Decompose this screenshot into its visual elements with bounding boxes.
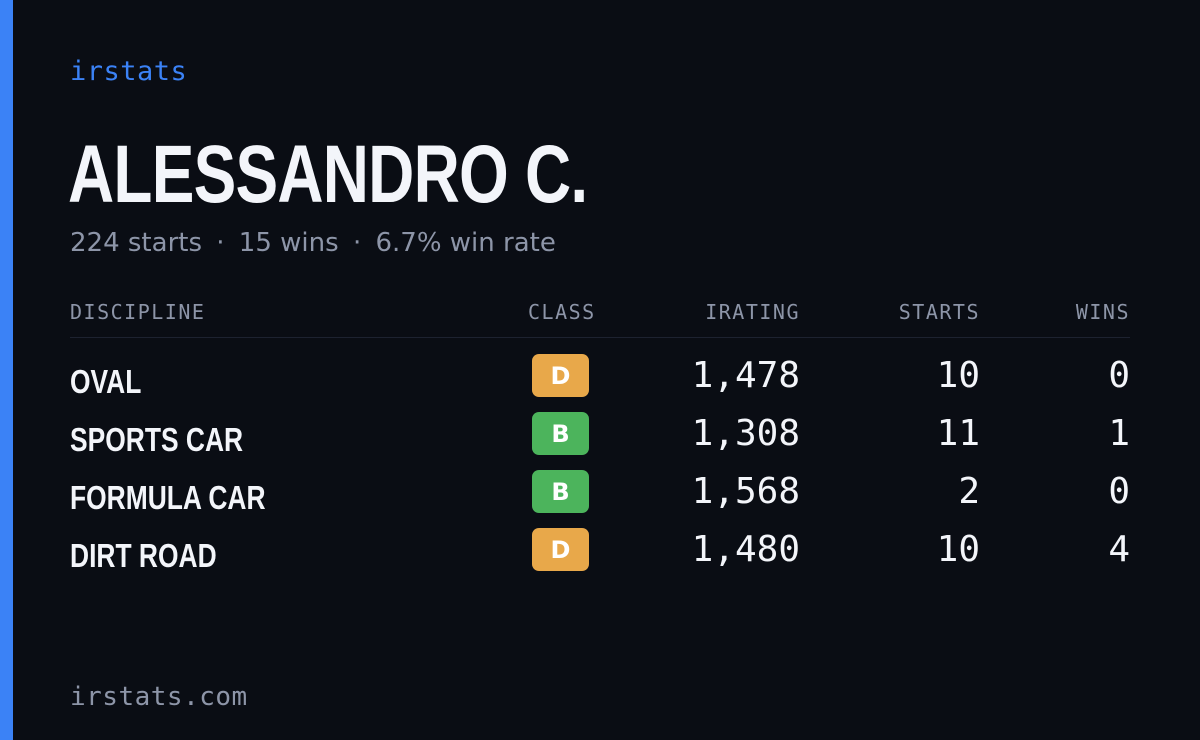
win-rate: 6.7% win rate xyxy=(375,228,556,258)
irating-value: 1,308 xyxy=(691,413,800,454)
accent-bar xyxy=(0,0,13,740)
discipline-name: FORMULA CAR xyxy=(70,479,266,516)
irating-value: 1,480 xyxy=(691,529,800,570)
starts-value: 10 xyxy=(936,355,980,396)
class-badge: B xyxy=(532,412,589,455)
starts-value: 11 xyxy=(936,413,980,454)
separator: · xyxy=(216,228,225,258)
discipline-name: SPORTS CAR xyxy=(70,421,244,458)
discipline-name: OVAL xyxy=(70,363,142,400)
separator: · xyxy=(352,228,362,258)
footer-url: irstats.com xyxy=(70,682,248,712)
header-irating: IRATING xyxy=(705,300,800,324)
wins-value: 1 xyxy=(1108,413,1130,454)
total-starts: 224 starts xyxy=(70,228,202,258)
header-discipline: DISCIPLINE xyxy=(70,300,206,324)
irating-value: 1,478 xyxy=(691,355,800,396)
wins-value: 0 xyxy=(1108,355,1130,396)
table-header: DISCIPLINE CLASS IRATING STARTS WINS xyxy=(70,300,1130,338)
wins-value: 0 xyxy=(1108,471,1130,512)
header-class: CLASS xyxy=(528,300,596,324)
class-badge: D xyxy=(532,354,589,397)
irating-value: 1,568 xyxy=(691,471,800,512)
header-starts: STARTS xyxy=(898,300,980,324)
discipline-table: OVAL D 1,478 10 0 SPORTS CAR B 1,308 11 … xyxy=(70,350,1130,582)
table-row: FORMULA CAR B 1,568 2 0 xyxy=(70,466,1130,524)
header-wins: WINS xyxy=(1075,300,1130,324)
table-row: DIRT ROAD D 1,480 10 4 xyxy=(70,524,1130,582)
starts-value: 10 xyxy=(936,529,980,570)
table-row: OVAL D 1,478 10 0 xyxy=(70,350,1130,408)
table-row: SPORTS CAR B 1,308 11 1 xyxy=(70,408,1130,466)
starts-value: 2 xyxy=(958,471,980,512)
driver-name: ALESSANDRO C. xyxy=(68,129,588,220)
class-badge: B xyxy=(532,470,589,513)
brand-logo-text: irstats xyxy=(70,56,188,87)
class-badge: D xyxy=(532,528,589,571)
wins-value: 4 xyxy=(1108,529,1130,570)
driver-summary: 224 starts · 15 wins · 6.7% win rate xyxy=(70,228,556,258)
total-wins: 15 wins xyxy=(238,228,339,258)
discipline-name: DIRT ROAD xyxy=(70,537,217,574)
